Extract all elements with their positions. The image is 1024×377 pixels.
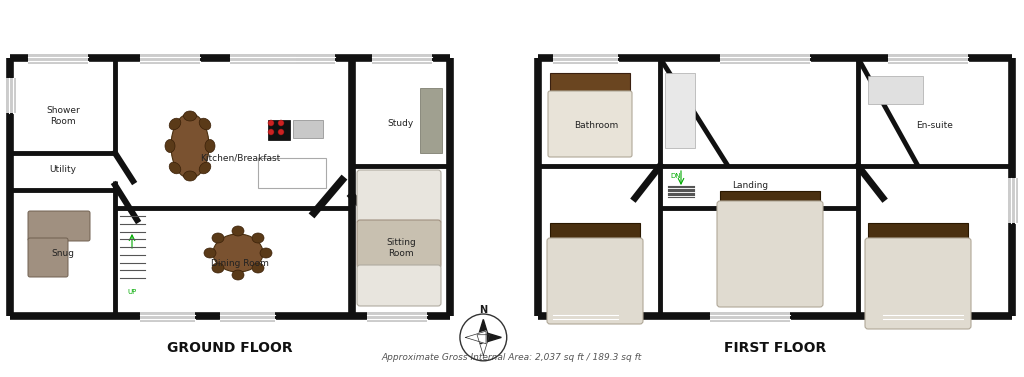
Bar — [883, 312, 963, 322]
Polygon shape — [477, 319, 489, 340]
Bar — [550, 73, 630, 93]
FancyBboxPatch shape — [717, 201, 823, 307]
FancyBboxPatch shape — [28, 238, 68, 277]
FancyBboxPatch shape — [357, 170, 441, 224]
Bar — [550, 223, 640, 241]
Bar — [372, 54, 432, 64]
Ellipse shape — [212, 233, 224, 243]
FancyBboxPatch shape — [548, 91, 632, 157]
Bar — [28, 54, 88, 64]
Bar — [1008, 178, 1018, 223]
Ellipse shape — [213, 234, 263, 272]
Bar — [115, 58, 352, 316]
Bar — [220, 312, 275, 322]
Ellipse shape — [165, 139, 175, 153]
Text: GROUND FLOOR: GROUND FLOOR — [167, 341, 293, 355]
Bar — [868, 76, 923, 104]
Ellipse shape — [183, 171, 197, 181]
Ellipse shape — [232, 226, 244, 236]
Text: Utility: Utility — [49, 166, 77, 175]
Ellipse shape — [183, 111, 197, 121]
Ellipse shape — [278, 129, 284, 135]
Bar — [710, 312, 790, 322]
Ellipse shape — [268, 129, 274, 135]
Polygon shape — [480, 331, 502, 344]
Bar — [420, 88, 442, 153]
Polygon shape — [465, 331, 486, 344]
Ellipse shape — [169, 118, 181, 130]
Ellipse shape — [200, 162, 211, 174]
Bar — [553, 54, 618, 64]
Text: Approximate Gross Internal Area: 2,037 sq ft / 189.3 sq ft: Approximate Gross Internal Area: 2,037 s… — [382, 354, 642, 363]
Ellipse shape — [232, 270, 244, 280]
Bar — [10, 58, 115, 316]
Ellipse shape — [278, 120, 284, 126]
Bar — [258, 158, 326, 188]
Ellipse shape — [260, 248, 272, 258]
Bar — [888, 54, 968, 64]
Ellipse shape — [171, 113, 209, 178]
Bar — [538, 58, 1012, 316]
Bar — [140, 54, 200, 64]
Ellipse shape — [200, 118, 211, 130]
Text: FIRST FLOOR: FIRST FLOOR — [724, 341, 826, 355]
FancyBboxPatch shape — [357, 220, 441, 268]
Bar — [720, 191, 820, 206]
Bar — [367, 312, 427, 322]
Ellipse shape — [205, 139, 215, 153]
Text: En-suite: En-suite — [916, 121, 953, 130]
Text: Sitting
Room: Sitting Room — [386, 238, 416, 258]
FancyBboxPatch shape — [28, 211, 90, 241]
Bar — [352, 58, 450, 316]
Ellipse shape — [212, 263, 224, 273]
FancyBboxPatch shape — [547, 238, 643, 324]
Bar — [230, 54, 295, 64]
Ellipse shape — [204, 248, 216, 258]
Text: Shower
Room: Shower Room — [46, 106, 80, 126]
Text: Bathroom: Bathroom — [573, 121, 618, 130]
Ellipse shape — [169, 162, 181, 174]
Bar — [268, 120, 290, 140]
Text: Snug: Snug — [51, 248, 75, 257]
Ellipse shape — [252, 233, 264, 243]
Bar — [665, 73, 695, 148]
Bar — [868, 223, 968, 241]
Bar — [290, 54, 335, 64]
Text: UP: UP — [127, 289, 136, 295]
Text: Kitchen/Breakfast: Kitchen/Breakfast — [200, 153, 281, 162]
Text: Landing: Landing — [732, 181, 768, 190]
Text: Study: Study — [388, 118, 414, 127]
FancyBboxPatch shape — [357, 265, 441, 306]
Text: N: N — [479, 305, 487, 314]
Ellipse shape — [252, 263, 264, 273]
Polygon shape — [477, 335, 489, 356]
Ellipse shape — [268, 120, 274, 126]
Bar — [720, 54, 810, 64]
Bar — [293, 120, 323, 138]
FancyBboxPatch shape — [865, 238, 971, 329]
Bar — [553, 312, 618, 322]
Bar — [6, 78, 16, 113]
Text: DN: DN — [671, 173, 681, 179]
Text: Dining Room: Dining Room — [211, 259, 269, 268]
Bar — [140, 312, 195, 322]
